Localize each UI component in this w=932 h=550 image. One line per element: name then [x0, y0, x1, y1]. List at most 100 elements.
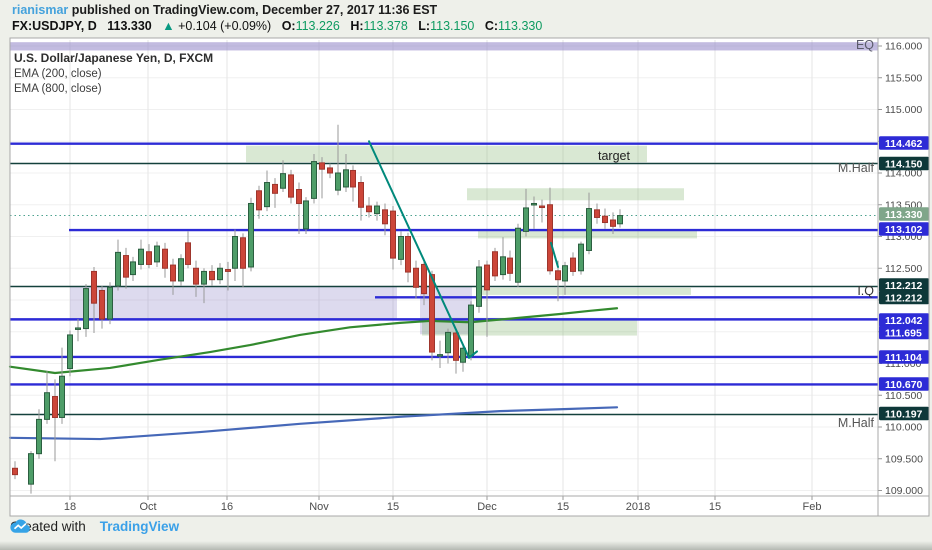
candle-body [240, 237, 246, 269]
price-badge [879, 278, 929, 292]
close-label: C: [484, 19, 499, 33]
tradingview-brand-link[interactable]: TradingView [99, 519, 180, 534]
candle-body [476, 266, 482, 307]
open-value: 113.226 [295, 19, 340, 33]
chart-frame-border [9, 37, 930, 517]
price-badge-label: 112.042 [885, 315, 923, 327]
candle-body [429, 274, 435, 353]
candle-body [382, 209, 388, 225]
candle-body [468, 304, 474, 357]
candle-body [99, 289, 105, 320]
price-badge [879, 377, 929, 391]
candle-body [146, 251, 152, 265]
legend-symbol-title[interactable]: U.S. Dollar/Japanese Yen, D, FXCM [14, 51, 214, 65]
candle-body [162, 248, 168, 269]
time-axis[interactable]: 18 Oct 16 Nov 15 Dec 15 2018 15 Feb [64, 496, 822, 513]
price-badge [879, 222, 929, 236]
candle-body [138, 248, 144, 265]
annotation-label: M.Half [838, 161, 875, 175]
time-tick-label: 16 [221, 501, 233, 513]
open-label: O: [281, 19, 296, 33]
candle-body [36, 418, 42, 455]
price-tick-label: 115.000 [885, 104, 922, 116]
candle-body [327, 167, 333, 174]
candle-body [358, 182, 364, 208]
ema200-line [8, 307, 619, 375]
candle-body [570, 257, 576, 272]
candle-body [453, 332, 459, 361]
price-tick-label: 116.000 [885, 41, 922, 53]
footer-bar: Created with TradingView [10, 519, 179, 534]
annotation-label: EQ [856, 38, 874, 52]
candle-body [335, 172, 341, 191]
candle-body [272, 183, 278, 194]
candle-body [280, 173, 286, 189]
candle-body [492, 251, 498, 277]
candle-body [602, 215, 608, 224]
candle-body [421, 263, 427, 295]
candle-body [91, 270, 97, 304]
candle-body [350, 169, 356, 188]
price-badge-label: 110.670 [885, 379, 923, 391]
candle-body [555, 270, 561, 281]
candle-body [217, 267, 223, 281]
price-badge-label: 113.102 [885, 224, 923, 236]
price-tick-label: 109.000 [885, 485, 923, 497]
last-price: 113.330 [107, 19, 152, 33]
candle-body [115, 251, 121, 287]
chart-widget-background [10, 38, 929, 516]
candle-body [232, 236, 238, 269]
candle-body [578, 243, 584, 272]
purple-zone-band [70, 286, 397, 320]
candle-body [107, 286, 113, 320]
price-badge-label: 112.212 [885, 292, 923, 304]
candle-body [185, 242, 191, 265]
purple-zone-band [420, 286, 472, 335]
candle-body [59, 375, 65, 418]
candle-body [52, 396, 58, 418]
price-badge-label: 114.150 [885, 158, 923, 170]
candle-body [75, 327, 81, 330]
candle-body [617, 215, 623, 225]
candle-body [311, 161, 317, 199]
price-badge [879, 290, 929, 305]
high-value: 113.378 [363, 19, 408, 33]
candle-body [547, 204, 553, 272]
legend-ema200[interactable]: EMA (200, close) [14, 67, 102, 80]
candle-body [193, 267, 199, 285]
price-tick-label: 109.500 [885, 453, 923, 465]
green-zone-box [467, 188, 684, 201]
candle-body [484, 264, 490, 291]
price-axis[interactable]: 116.000115.500115.000114.500114.000113.5… [878, 41, 929, 498]
candle-body [248, 202, 254, 268]
trend-line [368, 140, 478, 359]
price-badge-label: 110.197 [885, 408, 923, 420]
legend-ema800[interactable]: EMA (800, close) [14, 83, 102, 95]
candle-body [390, 210, 396, 259]
price-badge [879, 136, 929, 150]
author-link[interactable]: rianismar [12, 3, 69, 17]
annotation-label: I.Q [857, 284, 874, 298]
plot-area[interactable]: EQ target M.Half I.Q M.Half [8, 38, 878, 496]
price-tick-label: 112.500 [885, 263, 922, 275]
time-tick-label: Nov [309, 501, 329, 513]
candle-body [374, 205, 380, 215]
ema800-line [8, 406, 619, 441]
high-label: H: [350, 19, 364, 33]
candle-body [303, 200, 309, 230]
eq-zone-band [10, 42, 878, 51]
price-badge [879, 156, 929, 171]
price-tick-label: 110.500 [885, 390, 922, 402]
time-tick-label: Dec [477, 501, 497, 513]
candle-body [539, 205, 545, 209]
candle-body [500, 256, 506, 276]
low-value: 113.150 [430, 19, 475, 33]
candle-body [67, 334, 73, 370]
candle-body [515, 227, 521, 283]
candle-body [562, 265, 568, 282]
candle-body [343, 169, 349, 188]
symbol-name[interactable]: FX:USDJPY, D [12, 19, 97, 33]
candle-body [405, 236, 411, 273]
